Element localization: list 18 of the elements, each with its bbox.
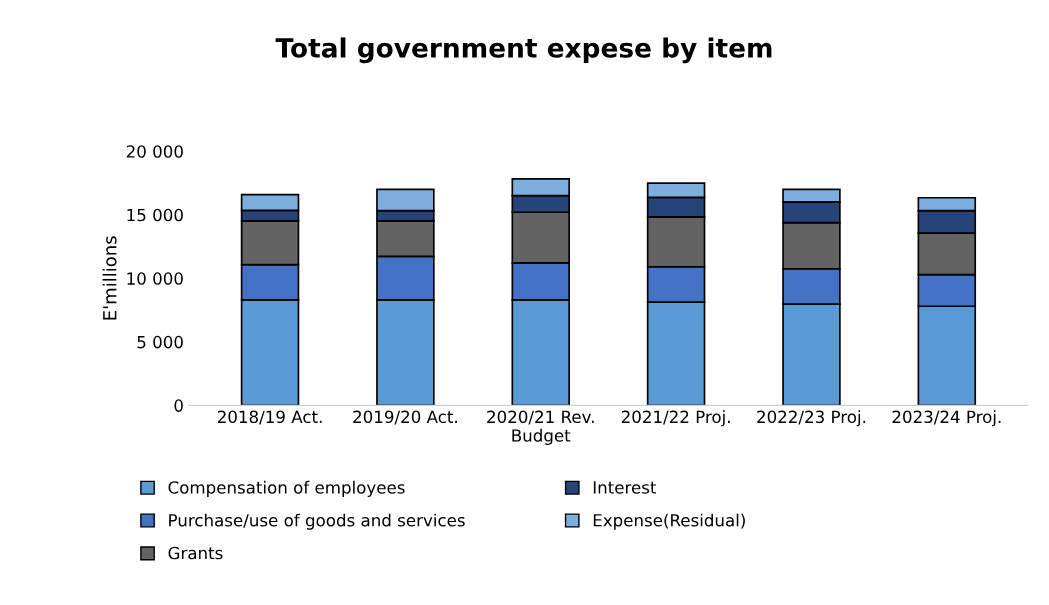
- y-tick-label: 15 000: [127, 208, 183, 222]
- x-tick-label: 2020/21 Rev. Budget: [487, 410, 594, 445]
- legend-label: Purchase/use of goods and services: [169, 513, 465, 530]
- y-axis-title: E'millions: [102, 236, 117, 320]
- legend-label: Interest: [593, 481, 657, 494]
- x-tick-label: 2023/24 Proj.: [892, 410, 1001, 427]
- y-tick-label: 20 000: [126, 145, 183, 158]
- y-tick-label: 0: [174, 399, 183, 412]
- y-tick-label: 5 000: [137, 335, 183, 349]
- x-tick-label: 2021/22 Proj.: [621, 410, 730, 427]
- legend-label: Expense(Residual): [593, 513, 745, 530]
- legend-label: Grants: [168, 546, 223, 560]
- legend-label: Compensation of employees: [168, 480, 405, 497]
- x-tick-label: 2018/19 Act.: [217, 410, 322, 425]
- y-tick-label: 10 000: [127, 272, 183, 285]
- x-tick-label: 2022/23 Proj.: [757, 410, 866, 427]
- chart-title: Total government expese by item: [275, 37, 772, 64]
- x-tick-label: 2019/20 Act.: [353, 410, 457, 425]
